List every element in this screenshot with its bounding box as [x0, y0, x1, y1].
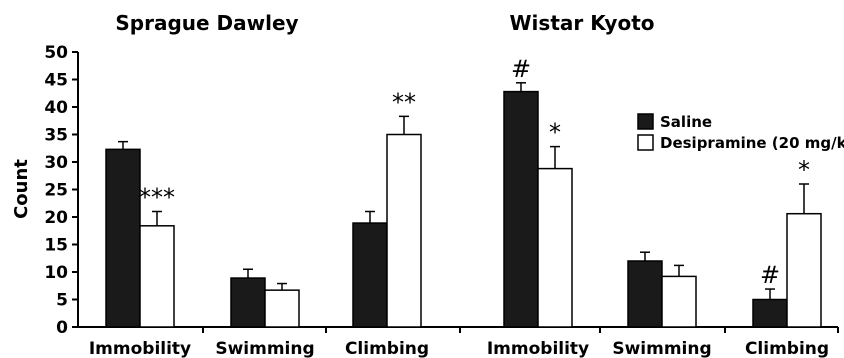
y-tick-label: 0 — [56, 318, 68, 338]
legend-label: Saline — [660, 113, 712, 131]
bar-saline — [503, 90, 539, 328]
y-tick-label: 35 — [44, 126, 68, 146]
significance-mark: # — [760, 261, 780, 289]
y-tick-label: 5 — [56, 291, 68, 311]
y-tick-label: 20 — [44, 208, 68, 228]
y-tick-label: 45 — [44, 71, 68, 91]
bar-saline — [627, 260, 663, 328]
category-label: Immobility — [89, 339, 191, 358]
group-label: Wistar Kyoto — [510, 11, 655, 35]
bar-desipramine — [386, 133, 422, 328]
category-label: Swimming — [612, 339, 711, 358]
significance-mark: * — [798, 156, 810, 184]
axes: 0 5 10 15 20 25 30 35 40 45 50 — [44, 43, 839, 338]
y-tick-label: 25 — [44, 181, 68, 201]
legend: Saline Desipramine (20 mg/kg) — [637, 113, 844, 152]
bar-desipramine — [661, 275, 697, 328]
y-tick-label: 40 — [44, 98, 68, 118]
bar-saline — [752, 298, 788, 328]
significance-mark: *** — [139, 184, 175, 212]
y-axis-label: Count — [11, 159, 32, 219]
significance-mark: * — [549, 119, 561, 147]
legend-swatch-saline — [637, 113, 654, 130]
bar-saline — [105, 148, 141, 328]
legend-swatch-desipramine — [637, 134, 654, 151]
category-label: Swimming — [215, 339, 314, 358]
significance-mark: # — [511, 55, 531, 83]
bar-saline — [230, 277, 266, 328]
y-tick-label: 10 — [44, 263, 68, 283]
bar-desipramine — [786, 212, 822, 328]
y-tick-label: 50 — [44, 43, 68, 63]
bars — [105, 82, 822, 328]
y-tick-label: 15 — [44, 236, 68, 256]
bar-desipramine — [537, 167, 573, 328]
bar-desipramine — [139, 225, 175, 328]
significance-mark: ** — [392, 88, 416, 116]
group-label: Sprague Dawley — [115, 11, 298, 35]
bar-saline — [352, 222, 388, 328]
category-label: Climbing — [345, 339, 429, 358]
bar-desipramine — [264, 289, 300, 328]
category-label: Climbing — [745, 339, 829, 358]
category-label: Immobility — [487, 339, 589, 358]
legend-label: Desipramine (20 mg/kg) — [660, 134, 844, 152]
y-tick-label: 30 — [44, 153, 68, 173]
